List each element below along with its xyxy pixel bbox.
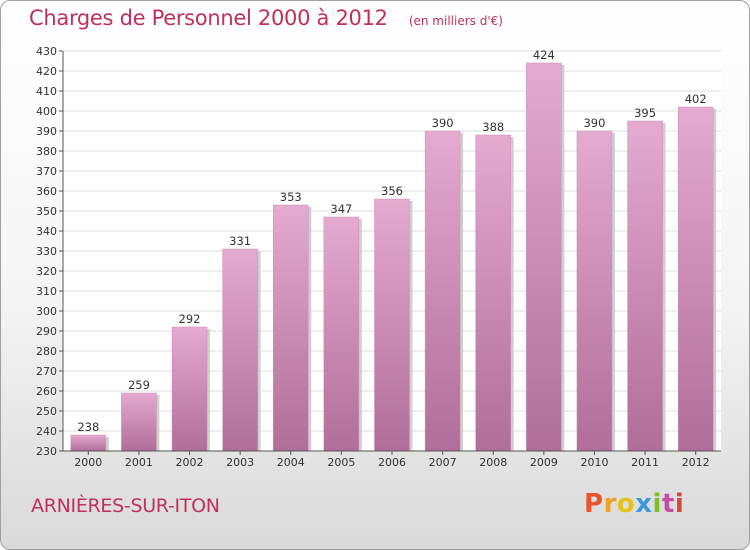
y-tick-label: 240 <box>36 425 57 438</box>
logo-letter: o <box>616 489 636 519</box>
bar <box>576 130 613 452</box>
bar <box>171 326 208 452</box>
bar <box>424 130 461 452</box>
x-tick-label: 2009 <box>530 456 558 469</box>
y-tick-label: 250 <box>36 405 57 418</box>
y-tick-label: 270 <box>36 365 57 378</box>
bar-value-label: 356 <box>381 184 403 198</box>
logo-letter: x <box>635 489 653 519</box>
x-tick-label: 2010 <box>580 456 608 469</box>
x-tick-label: 2000 <box>74 456 102 469</box>
bar-value-label: 402 <box>685 92 707 106</box>
y-tick-label: 260 <box>36 385 57 398</box>
bar-value-label: 238 <box>77 420 99 434</box>
y-tick-label: 390 <box>36 125 57 138</box>
bar-value-label: 390 <box>432 116 454 130</box>
bar <box>70 434 107 452</box>
bar <box>273 204 309 452</box>
chart-title: Charges de Personnel 2000 à 2012 <box>29 6 388 30</box>
logo-letter: i <box>652 489 662 519</box>
bar-value-label: 424 <box>533 48 555 62</box>
bar-value-label: 395 <box>634 106 656 120</box>
y-tick-label: 400 <box>36 105 57 118</box>
bar <box>222 248 258 452</box>
x-tick-label: 2002 <box>176 456 204 469</box>
y-tick-label: 290 <box>36 325 57 338</box>
y-tick-label: 430 <box>36 45 57 58</box>
title-row: Charges de Personnel 2000 à 2012 (en mil… <box>29 6 503 30</box>
x-tick-label: 2006 <box>378 456 406 469</box>
bar-value-label: 331 <box>229 234 251 248</box>
logo-letter: i <box>674 489 685 519</box>
city-name: ARNIèRES-SUR-ITON <box>31 495 220 517</box>
logo-letter: r <box>603 489 617 519</box>
bar <box>374 198 410 452</box>
bar <box>627 120 663 452</box>
x-tick-label: 2008 <box>479 456 507 469</box>
logo-letter: t <box>661 489 675 519</box>
x-tick-label: 2004 <box>277 456 305 469</box>
y-tick-label: 350 <box>36 205 57 218</box>
bar <box>526 62 562 452</box>
x-tick-label: 2011 <box>631 456 659 469</box>
bar-value-label: 390 <box>583 116 605 130</box>
y-tick-label: 410 <box>36 85 57 98</box>
bar <box>121 392 157 452</box>
y-tick-label: 330 <box>36 245 57 258</box>
y-tick-label: 230 <box>36 445 57 458</box>
x-tick-label: 2003 <box>226 456 254 469</box>
logo-letter: P <box>584 489 604 519</box>
bar-value-label: 292 <box>179 312 201 326</box>
y-tick-label: 280 <box>36 345 57 358</box>
bar <box>323 216 360 452</box>
y-tick-label: 340 <box>36 225 57 238</box>
y-tick-label: 370 <box>36 165 57 178</box>
bar-value-label: 353 <box>280 190 302 204</box>
y-tick-label: 320 <box>36 265 57 278</box>
x-tick-label: 2005 <box>327 456 355 469</box>
x-tick-label: 2001 <box>125 456 153 469</box>
bar <box>475 134 511 452</box>
x-tick-label: 2012 <box>682 456 710 469</box>
proxiti-logo: Proxiti <box>584 489 684 523</box>
unit-note: (en milliers d'€) <box>408 14 503 28</box>
y-tick-label: 420 <box>36 65 57 78</box>
bar-value-label: 259 <box>128 378 150 392</box>
y-tick-label: 380 <box>36 145 57 158</box>
bar <box>677 106 714 452</box>
y-tick-label: 300 <box>36 305 57 318</box>
y-tick-label: 310 <box>36 285 57 298</box>
bar-value-label: 347 <box>330 202 352 216</box>
bar-value-label: 388 <box>482 120 504 134</box>
x-tick-label: 2007 <box>429 456 457 469</box>
y-tick-label: 360 <box>36 185 57 198</box>
